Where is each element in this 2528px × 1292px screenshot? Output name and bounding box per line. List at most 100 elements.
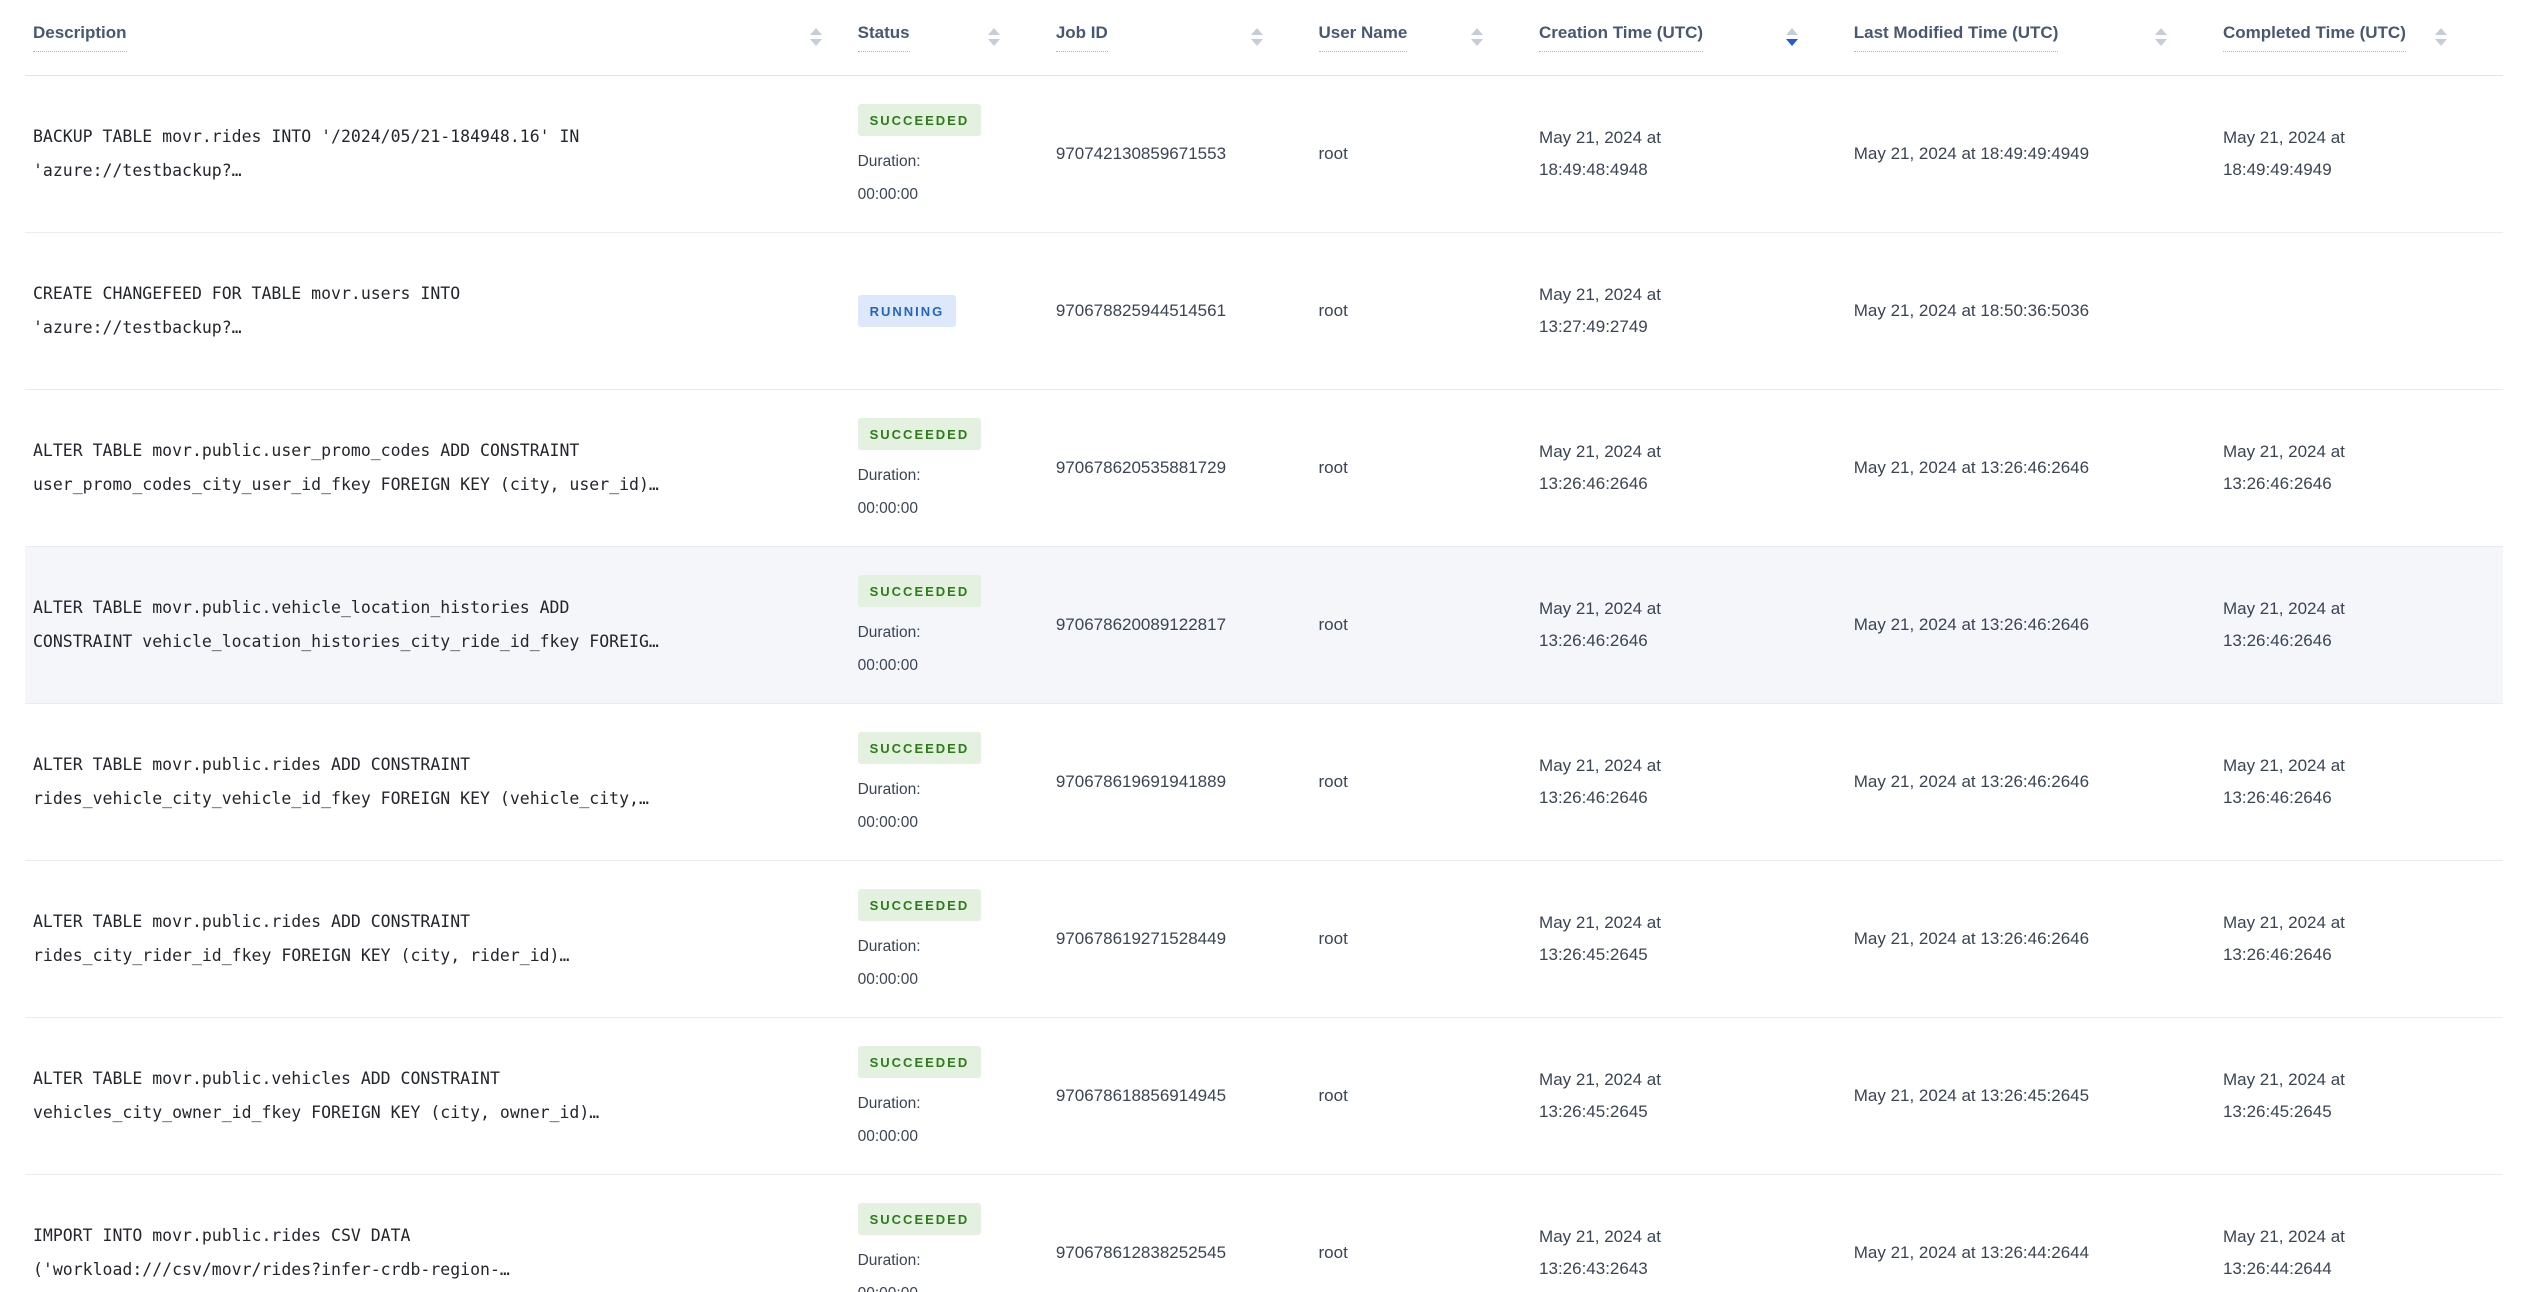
job-last-modified-time: May 21, 2024 at 13:26:46:2646 <box>1853 389 2223 547</box>
column-header-status[interactable]: Status <box>857 0 1056 76</box>
sort-descending-icon[interactable] <box>2435 39 2447 47</box>
job-duration: Duration: 00:00:00 <box>858 938 1056 989</box>
job-user-name: root <box>1318 232 1540 390</box>
job-user-name: root <box>1318 860 1540 1018</box>
job-user-name: root <box>1318 389 1540 547</box>
job-description-link[interactable]: ALTER TABLE movr.public.user_promo_codes… <box>25 389 858 547</box>
job-status-cell: SUCCEEDED Duration: 00:00:00 <box>857 546 1056 704</box>
job-id: 970678619691941889 <box>1055 703 1319 861</box>
column-header-label: Status <box>857 23 910 52</box>
job-description-link[interactable]: ALTER TABLE movr.public.rides ADD CONSTR… <box>25 703 858 861</box>
column-header-creation-time-utc[interactable]: Creation Time (UTC) <box>1539 0 1854 76</box>
sort-descending-icon[interactable] <box>809 39 822 47</box>
job-creation-time: May 21, 2024 at 13:26:45:2645 <box>1539 1017 1854 1175</box>
column-header-label: User Name <box>1318 23 1408 52</box>
job-id: 970678825944514561 <box>1055 232 1319 390</box>
column-header-completed-time-utc[interactable]: Completed Time (UTC) <box>2222 0 2503 76</box>
job-duration: Duration: 00:00:00 <box>858 624 1056 675</box>
job-user-name: root <box>1318 1017 1540 1175</box>
sort-descending-icon[interactable] <box>1785 39 1798 47</box>
column-header-last-modified-time-utc[interactable]: Last Modified Time (UTC) <box>1853 0 2223 76</box>
job-user-name: root <box>1318 75 1540 233</box>
sort-arrows-icon[interactable] <box>2435 28 2447 47</box>
job-description-link[interactable]: IMPORT INTO movr.public.rides CSV DATA (… <box>25 1174 858 1292</box>
job-creation-time: May 21, 2024 at 13:26:46:2646 <box>1539 389 1854 547</box>
duration-value: 00:00:00 <box>857 656 918 674</box>
job-completed-time: May 21, 2024 at 13:26:44:2644 <box>2222 1174 2503 1292</box>
duration-label: Duration: <box>857 152 921 170</box>
duration-label: Duration: <box>857 937 921 955</box>
sort-arrows-icon[interactable] <box>1471 28 1484 47</box>
column-header-label: Creation Time (UTC) <box>1539 23 1704 52</box>
job-completed-time: May 21, 2024 at 13:26:45:2645 <box>2222 1017 2503 1175</box>
job-description-link[interactable]: ALTER TABLE movr.public.vehicles ADD CON… <box>25 1017 858 1175</box>
column-header-label: Last Modified Time (UTC) <box>1853 23 2059 52</box>
duration-value: 00:00:00 <box>857 813 918 831</box>
job-creation-time: May 21, 2024 at 13:26:46:2646 <box>1539 546 1854 704</box>
job-id: 970678612838252545 <box>1055 1174 1319 1292</box>
job-creation-time: May 21, 2024 at 13:26:43:2643 <box>1539 1174 1854 1292</box>
table-row[interactable]: IMPORT INTO movr.public.rides CSV DATA (… <box>25 1174 2503 1292</box>
status-badge: RUNNING <box>857 294 957 327</box>
job-status-cell: SUCCEEDED Duration: 00:00:00 <box>857 1017 1056 1175</box>
table-row[interactable]: ALTER TABLE movr.public.rides ADD CONSTR… <box>25 703 2503 861</box>
job-duration: Duration: 00:00:00 <box>858 781 1056 832</box>
sort-ascending-icon[interactable] <box>1250 28 1263 36</box>
column-header-user-name[interactable]: User Name <box>1318 0 1540 76</box>
sort-arrows-icon[interactable] <box>809 28 822 47</box>
job-status-cell: RUNNING <box>857 232 1056 390</box>
job-completed-time: May 21, 2024 at 13:26:46:2646 <box>2222 546 2503 704</box>
duration-value: 00:00:00 <box>857 499 918 517</box>
duration-label: Duration: <box>857 466 921 484</box>
sort-ascending-icon[interactable] <box>2154 28 2167 36</box>
duration-value: 00:00:00 <box>858 1285 1056 1292</box>
job-description-link[interactable]: BACKUP TABLE movr.rides INTO '/2024/05/2… <box>25 75 858 233</box>
job-id: 970678620089122817 <box>1055 546 1319 704</box>
sort-ascending-icon[interactable] <box>809 28 822 36</box>
sort-arrows-icon[interactable] <box>987 28 1000 47</box>
job-id: 970678618856914945 <box>1055 1017 1319 1175</box>
table-row[interactable]: ALTER TABLE movr.public.vehicle_location… <box>25 546 2503 704</box>
status-badge: SUCCEEDED <box>857 103 982 136</box>
sort-ascending-icon[interactable] <box>1471 28 1484 36</box>
duration-value: 00:00:00 <box>857 1127 918 1145</box>
job-description-link[interactable]: ALTER TABLE movr.public.rides ADD CONSTR… <box>25 860 858 1018</box>
job-completed-time: May 21, 2024 at 13:26:46:2646 <box>2222 389 2503 547</box>
duration-label: Duration: <box>857 780 921 798</box>
table-row[interactable]: ALTER TABLE movr.public.user_promo_codes… <box>25 389 2503 547</box>
column-header-description[interactable]: Description <box>25 0 858 76</box>
job-user-name: root <box>1318 1174 1540 1292</box>
job-duration: Duration: 00:00:00 <box>858 1252 1056 1292</box>
job-status-cell: SUCCEEDED Duration: 00:00:00 <box>857 703 1056 861</box>
duration-label: Duration: <box>857 1094 921 1112</box>
job-status-cell: SUCCEEDED Duration: 00:00:00 <box>857 75 1056 233</box>
table-row[interactable]: BACKUP TABLE movr.rides INTO '/2024/05/2… <box>25 75 2503 233</box>
job-status-cell: SUCCEEDED Duration: 00:00:00 <box>857 1174 1056 1292</box>
sort-descending-icon[interactable] <box>1471 39 1484 47</box>
duration-value: 00:00:00 <box>857 970 918 988</box>
job-duration: Duration: 00:00:00 <box>858 1095 1056 1146</box>
sort-descending-icon[interactable] <box>1250 39 1263 47</box>
job-duration: Duration: 00:00:00 <box>858 153 1056 204</box>
job-description-link[interactable]: ALTER TABLE movr.public.vehicle_location… <box>25 546 858 704</box>
sort-arrows-icon[interactable] <box>1785 28 1798 47</box>
job-creation-time: May 21, 2024 at 13:26:45:2645 <box>1539 860 1854 1018</box>
sort-ascending-icon[interactable] <box>2435 28 2447 36</box>
table-row[interactable]: ALTER TABLE movr.public.rides ADD CONSTR… <box>25 860 2503 1018</box>
job-last-modified-time: May 21, 2024 at 13:26:46:2646 <box>1853 703 2223 861</box>
sort-descending-icon[interactable] <box>2154 39 2167 47</box>
sort-arrows-icon[interactable] <box>1250 28 1263 47</box>
sort-descending-icon[interactable] <box>987 39 1000 47</box>
status-badge: SUCCEEDED <box>857 1045 982 1078</box>
sort-ascending-icon[interactable] <box>1785 28 1798 36</box>
table-row[interactable]: CREATE CHANGEFEED FOR TABLE movr.users I… <box>25 232 2503 390</box>
table-row[interactable]: ALTER TABLE movr.public.vehicles ADD CON… <box>25 1017 2503 1175</box>
job-description-link[interactable]: CREATE CHANGEFEED FOR TABLE movr.users I… <box>25 232 858 390</box>
sort-arrows-icon[interactable] <box>2154 28 2167 47</box>
sort-ascending-icon[interactable] <box>987 28 1000 36</box>
column-header-job-id[interactable]: Job ID <box>1055 0 1319 76</box>
job-creation-time: May 21, 2024 at 13:27:49:2749 <box>1539 232 1854 390</box>
status-badge: SUCCEEDED <box>857 731 982 764</box>
job-completed-time: May 21, 2024 at 13:26:46:2646 <box>2222 860 2503 1018</box>
